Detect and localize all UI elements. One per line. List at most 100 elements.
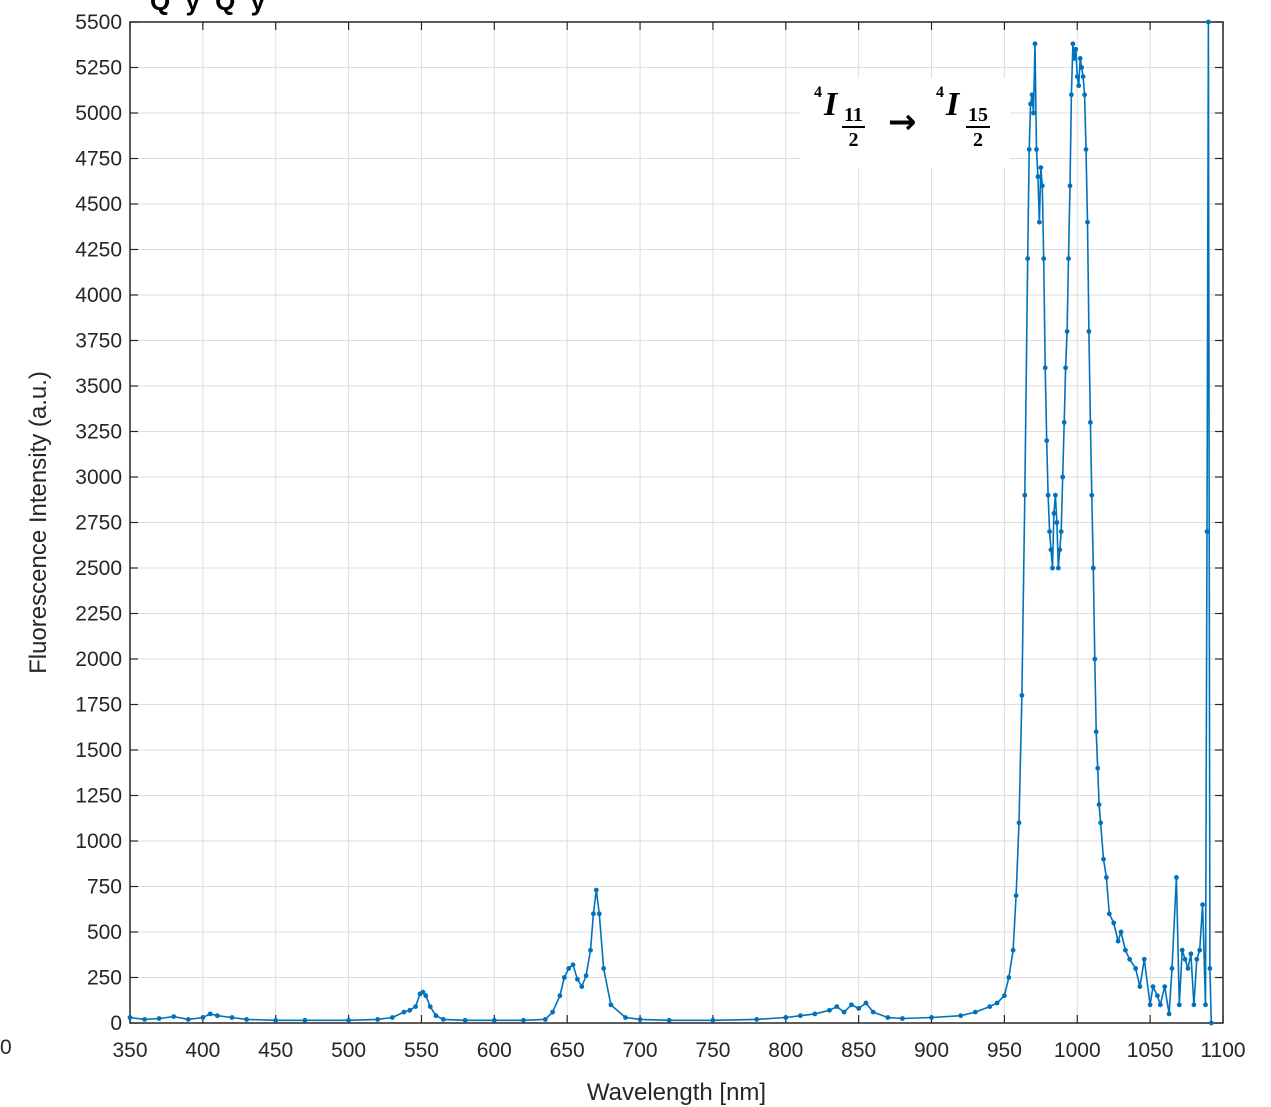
data-point [1088,420,1093,425]
data-point [608,1002,614,1008]
data-point [1058,529,1064,534]
data-point [1095,765,1101,771]
data-point [200,1015,206,1020]
data-point [440,1017,446,1022]
data-point [1208,1020,1214,1026]
data-point [575,976,580,982]
data-point [1070,41,1076,47]
data-point [1050,565,1055,571]
data-point [863,1000,869,1006]
data-point [1104,875,1109,880]
y-tick-label: 4500 [75,193,122,216]
x-tick-label: 850 [841,1039,876,1062]
data-point [433,1013,439,1019]
data-point [1141,956,1147,962]
annotation-letter-left: I [824,86,838,123]
transition-annotation: 4 I 11 2 → 4 I 15 2 [800,78,1010,168]
data-point [1090,565,1096,571]
x-tick-label: 350 [112,1039,147,1062]
data-point [389,1015,395,1020]
data-point [591,911,596,917]
data-point [1179,947,1185,953]
data-point [1157,1002,1163,1008]
data-point [229,1015,235,1020]
y-tick-label: 3250 [75,421,122,444]
y-axis-ticks: 0 250 500 750 1000 1250 1500 1750 2000 2250 2500 27… [75,11,1223,1035]
data-point [1106,911,1112,917]
data-point [1118,929,1124,935]
data-point [1032,41,1038,47]
data-point [827,1007,832,1013]
data-point [1022,492,1028,498]
y-tick-label: 250 [87,967,122,990]
x-tick-label: 900 [914,1039,949,1062]
data-point [1204,529,1210,534]
data-point [1092,656,1098,662]
data-point [1123,947,1128,953]
y-tick-label: 5250 [75,57,122,80]
data-point [1197,947,1203,953]
data-point [1047,529,1052,534]
y-tick-label: 3500 [75,375,122,398]
data-point [588,947,593,953]
data-point [1006,975,1012,980]
data-point [1185,966,1191,971]
data-point [142,1017,148,1022]
y-tick-label: 3750 [75,330,122,353]
y-tick-label: 2500 [75,557,122,580]
y-tick-label: 5000 [75,102,122,125]
data-point [754,1017,760,1022]
data-point [623,1015,628,1020]
data-point [1037,219,1042,225]
data-point [1115,938,1121,944]
data-point [1055,565,1061,571]
data-point [1147,1002,1153,1008]
x-tick-label: 650 [550,1039,585,1062]
data-point [1089,492,1095,498]
y-tick-label: 2250 [75,603,122,626]
data-point [666,1017,672,1023]
y-tick-label: 4000 [75,284,122,307]
x-tick-label: 750 [695,1039,730,1062]
data-point [710,1017,716,1023]
data-point [1048,547,1054,553]
data-point [1086,329,1092,334]
data-point [1042,365,1048,371]
y-tick-label: 2750 [75,512,122,535]
x-axis-ticks: 350 400 450 500 550 600 650 700 750 800 850 900 950 1… [112,22,1246,1062]
data-point [1080,74,1086,79]
data-point [1098,820,1103,826]
data-point [1096,802,1102,807]
data-point [593,887,599,893]
data-point [346,1017,351,1023]
data-point [1137,984,1143,989]
data-point [1025,256,1031,261]
y-axis-label: Fluorescence Intensity (a.u.) [25,371,52,674]
data-point [994,1000,1000,1006]
data-point [1101,856,1106,862]
data-point [1041,256,1047,261]
x-tick-label: 400 [185,1039,220,1062]
data-point [1127,956,1133,962]
data-point [1082,92,1087,98]
data-point [579,984,585,989]
annotation-fraction-left: 11 2 [842,104,865,152]
y-tick-label: 1250 [75,785,122,808]
data-point [856,1006,862,1011]
y-tick-label: 750 [87,876,122,899]
annotation-superscript-right: 4 [936,84,944,101]
data-point [1072,56,1077,61]
data-point [1169,966,1175,971]
data-point [1206,19,1211,25]
annotation-denominator-left: 2 [848,129,859,151]
data-point [1034,147,1039,152]
annotation-arrow-icon: → [888,102,917,142]
data-point [1063,365,1068,371]
data-point [207,1011,213,1017]
data-point [244,1017,250,1022]
data-point [1069,92,1074,98]
data-point [1054,520,1060,525]
data-point [1016,820,1022,826]
annotation-superscript-left: 4 [814,84,822,101]
data-point [1150,984,1156,989]
